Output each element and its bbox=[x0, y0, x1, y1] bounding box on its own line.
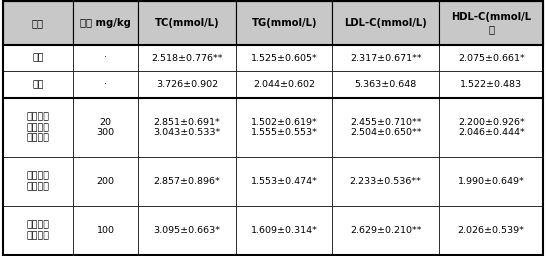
Bar bbox=[3, 1, 73, 45]
Bar bbox=[236, 98, 332, 157]
Bar bbox=[236, 157, 332, 206]
Text: 1.609±0.314*: 1.609±0.314* bbox=[251, 226, 318, 235]
Text: 1.502±0.619*
1.555±0.553*: 1.502±0.619* 1.555±0.553* bbox=[251, 118, 318, 137]
Text: 3.095±0.663*: 3.095±0.663* bbox=[153, 226, 221, 235]
Bar bbox=[73, 206, 138, 255]
Text: 空白: 空白 bbox=[32, 54, 44, 62]
Bar bbox=[3, 98, 73, 157]
Bar bbox=[236, 71, 332, 98]
Text: 1.553±0.474*: 1.553±0.474* bbox=[251, 177, 318, 186]
Text: 2.044±0.602: 2.044±0.602 bbox=[253, 80, 315, 89]
Bar bbox=[439, 45, 543, 71]
Text: 3.726±0.902: 3.726±0.902 bbox=[156, 80, 218, 89]
Bar bbox=[138, 157, 236, 206]
Bar bbox=[73, 157, 138, 206]
Text: 1.990±0.649*: 1.990±0.649* bbox=[458, 177, 525, 186]
Bar bbox=[439, 157, 543, 206]
Text: ·: · bbox=[104, 80, 107, 89]
Bar bbox=[236, 206, 332, 255]
Text: 2.233±0.536**: 2.233±0.536** bbox=[349, 177, 422, 186]
Text: ·: · bbox=[104, 54, 107, 62]
Text: 非氢他汀
华山风多
糖（高）: 非氢他汀 华山风多 糖（高） bbox=[26, 112, 50, 142]
Bar bbox=[138, 71, 236, 98]
Text: 1.522±0.483: 1.522±0.483 bbox=[460, 80, 523, 89]
Text: 100: 100 bbox=[97, 226, 115, 235]
Bar bbox=[332, 206, 439, 255]
Bar bbox=[73, 98, 138, 157]
Text: 1.525±0.605*: 1.525±0.605* bbox=[251, 54, 318, 62]
Text: 2.200±0.926*
2.046±0.444*: 2.200±0.926* 2.046±0.444* bbox=[458, 118, 525, 137]
Bar bbox=[332, 45, 439, 71]
Bar bbox=[3, 157, 73, 206]
Bar bbox=[439, 1, 543, 45]
Bar bbox=[236, 45, 332, 71]
Text: 2.629±0.210**: 2.629±0.210** bbox=[350, 226, 422, 235]
Bar bbox=[332, 98, 439, 157]
Text: 5.363±0.648: 5.363±0.648 bbox=[354, 80, 417, 89]
Bar bbox=[138, 1, 236, 45]
Text: 2.075±0.661*: 2.075±0.661* bbox=[458, 54, 525, 62]
Text: HDL-C(mmol/L
）: HDL-C(mmol/L ） bbox=[451, 12, 531, 34]
Text: 剂量 mg/kg: 剂量 mg/kg bbox=[80, 18, 131, 28]
Bar bbox=[236, 1, 332, 45]
Bar bbox=[439, 206, 543, 255]
Text: TC(mmol/L): TC(mmol/L) bbox=[155, 18, 219, 28]
Bar bbox=[138, 45, 236, 71]
Bar bbox=[73, 1, 138, 45]
Text: 组别: 组别 bbox=[32, 18, 44, 28]
Bar bbox=[439, 71, 543, 98]
Bar bbox=[138, 206, 236, 255]
Bar bbox=[73, 71, 138, 98]
Bar bbox=[332, 1, 439, 45]
Bar bbox=[332, 71, 439, 98]
Bar bbox=[439, 98, 543, 157]
Bar bbox=[138, 98, 236, 157]
Text: TG(mmol/L): TG(mmol/L) bbox=[252, 18, 317, 28]
Text: 2.857±0.896*: 2.857±0.896* bbox=[154, 177, 221, 186]
Text: 华山风多
糖（中）: 华山风多 糖（中） bbox=[26, 172, 50, 191]
Text: 2.317±0.671**: 2.317±0.671** bbox=[350, 54, 422, 62]
Bar bbox=[3, 206, 73, 255]
Text: 2.518±0.776**: 2.518±0.776** bbox=[151, 54, 223, 62]
Bar bbox=[73, 45, 138, 71]
Bar bbox=[3, 71, 73, 98]
Text: 模型: 模型 bbox=[32, 80, 44, 89]
Text: 200: 200 bbox=[97, 177, 115, 186]
Text: LDL-C(mmol/L): LDL-C(mmol/L) bbox=[344, 18, 427, 28]
Bar bbox=[332, 157, 439, 206]
Text: 2.851±0.691*
3.043±0.533*: 2.851±0.691* 3.043±0.533* bbox=[153, 118, 221, 137]
Text: 20
300: 20 300 bbox=[97, 118, 115, 137]
Text: 2.455±0.710**
2.504±0.650**: 2.455±0.710** 2.504±0.650** bbox=[350, 118, 422, 137]
Text: 2.026±0.539*: 2.026±0.539* bbox=[458, 226, 525, 235]
Bar bbox=[3, 45, 73, 71]
Text: 华山风多
糖（低）: 华山风多 糖（低） bbox=[26, 221, 50, 240]
